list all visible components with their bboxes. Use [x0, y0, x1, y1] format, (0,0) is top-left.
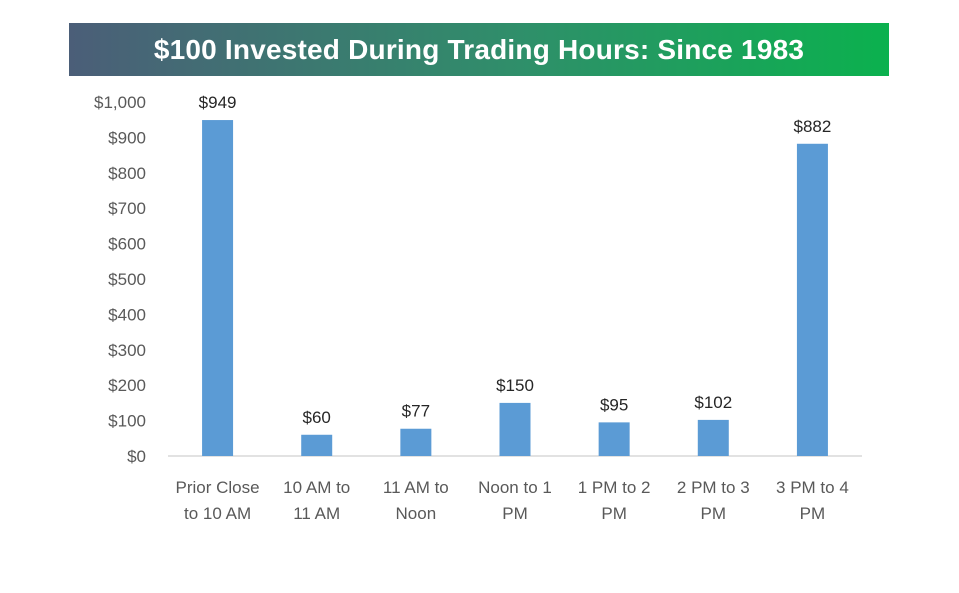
x-tick-label: Prior Close [176, 478, 260, 497]
data-label: $95 [600, 395, 628, 414]
chart-title-bar: $100 Invested During Trading Hours: Sinc… [69, 23, 889, 76]
data-label: $150 [496, 376, 534, 395]
y-tick-label: $700 [108, 199, 146, 218]
data-label: $949 [199, 93, 237, 112]
bar [796, 143, 828, 456]
x-tick-label: 1 PM to 2 [578, 478, 651, 497]
y-tick-label: $0 [127, 447, 146, 466]
data-label: $102 [694, 393, 732, 412]
x-tick-label: PM [800, 504, 826, 523]
x-tick-label: Noon [396, 504, 437, 523]
y-tick-label: $900 [108, 128, 146, 147]
x-tick-label: 11 AM [293, 504, 340, 523]
y-tick-label: $1,000 [94, 93, 146, 112]
y-tick-label: $300 [108, 341, 146, 360]
x-tick-label: 2 PM to 3 [677, 478, 750, 497]
y-tick-label: $500 [108, 270, 146, 289]
bar [697, 419, 729, 456]
bar [598, 422, 630, 456]
data-label: $60 [303, 408, 331, 427]
x-tick-label: 10 AM to [283, 478, 350, 497]
y-tick-label: $800 [108, 164, 146, 183]
x-tick-label: PM [502, 504, 528, 523]
bar [301, 434, 333, 456]
x-tick-label: PM [701, 504, 727, 523]
x-tick-label: 11 AM to [383, 478, 449, 497]
y-tick-label: $200 [108, 376, 146, 395]
x-tick-label: Noon to 1 [478, 478, 552, 497]
y-tick-label: $400 [108, 305, 146, 324]
data-label: $77 [402, 402, 430, 421]
y-tick-label: $600 [108, 235, 146, 254]
bar [400, 428, 432, 456]
bar [499, 402, 531, 456]
x-tick-label: to 10 AM [184, 504, 251, 523]
data-label: $882 [794, 117, 832, 136]
y-tick-label: $100 [108, 412, 146, 431]
x-tick-label: 3 PM to 4 [776, 478, 849, 497]
chart-title: $100 Invested During Trading Hours: Sinc… [153, 33, 805, 65]
x-tick-label: PM [601, 504, 627, 523]
bar [202, 120, 234, 456]
